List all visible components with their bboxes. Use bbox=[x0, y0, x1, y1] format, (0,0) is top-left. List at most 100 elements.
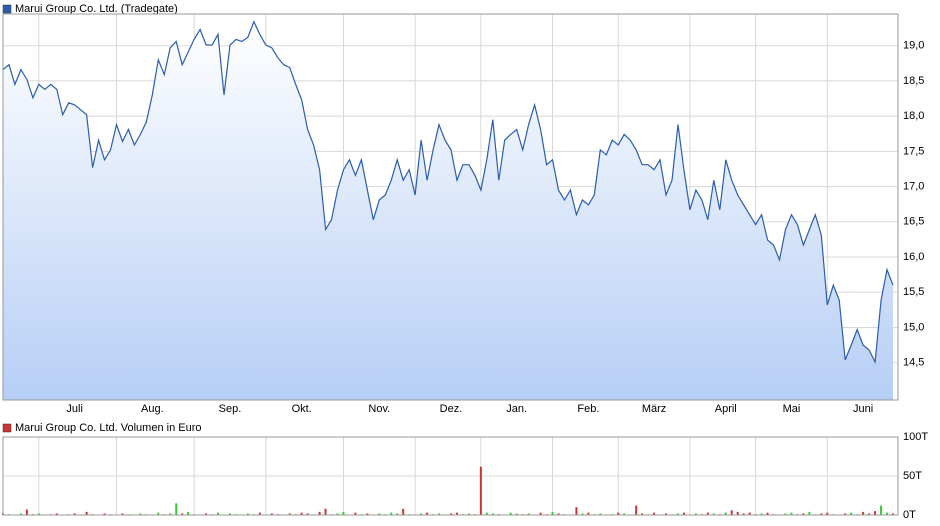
x-tick-label: Jan. bbox=[506, 403, 527, 415]
plot-frame bbox=[2, 13, 899, 401]
y-tick-label: 16,0 bbox=[903, 251, 924, 263]
x-tick-label: Aug. bbox=[141, 403, 164, 415]
volume-bar bbox=[169, 513, 172, 515]
volume-bar bbox=[706, 512, 709, 515]
volume-bar bbox=[676, 513, 679, 515]
volume-bar bbox=[402, 508, 405, 515]
volume-bar bbox=[390, 512, 393, 515]
x-tick-label: Juni bbox=[853, 403, 873, 415]
volume-bar bbox=[509, 512, 512, 515]
y-tick-label: 18,0 bbox=[903, 110, 924, 122]
volume-bar bbox=[246, 513, 249, 515]
volume-bar bbox=[103, 513, 106, 515]
volume-bar bbox=[892, 513, 894, 515]
volume-bar bbox=[336, 513, 339, 515]
volume-bar bbox=[479, 466, 482, 515]
legend-swatch bbox=[2, 4, 12, 14]
volume-bar bbox=[730, 510, 733, 515]
volume-bar bbox=[300, 512, 303, 515]
volume-bar bbox=[270, 513, 273, 515]
volume-bar bbox=[808, 511, 811, 515]
y-tick-label: 17,0 bbox=[903, 180, 924, 192]
x-tick-label: Nov. bbox=[368, 403, 390, 415]
x-tick-label: Sep. bbox=[219, 403, 242, 415]
volume-bar bbox=[617, 512, 620, 515]
volume-bar bbox=[581, 513, 584, 515]
volume-bar bbox=[886, 512, 889, 515]
volume-bar bbox=[641, 513, 644, 515]
volume-bar bbox=[55, 513, 58, 515]
volume-bar bbox=[426, 512, 429, 515]
volume-bar bbox=[712, 513, 715, 515]
x-tick-label: Okt. bbox=[292, 403, 312, 415]
volume-bar bbox=[420, 513, 423, 515]
volume-bar bbox=[187, 511, 190, 515]
volume-bar bbox=[826, 512, 829, 515]
x-tick-label: Juli bbox=[66, 403, 83, 415]
y-tick-label: 18,5 bbox=[903, 75, 924, 87]
y-tick-label: 19,0 bbox=[903, 40, 924, 52]
volume-bar bbox=[802, 513, 805, 515]
volume-bar bbox=[396, 513, 399, 515]
volume-bar bbox=[19, 513, 22, 515]
volume-bar bbox=[366, 513, 369, 515]
y-tick-label: 100T bbox=[903, 431, 928, 443]
x-tick-label: Mai bbox=[783, 403, 801, 415]
volume-bar bbox=[228, 513, 231, 515]
volume-bar bbox=[467, 513, 470, 515]
volume-bar bbox=[73, 513, 76, 515]
volume-bar bbox=[318, 511, 321, 515]
volume-bar bbox=[378, 513, 381, 515]
volume-bar bbox=[724, 512, 727, 515]
volume-bar bbox=[790, 512, 793, 515]
volume-bar bbox=[551, 511, 554, 515]
volume-bar bbox=[665, 513, 668, 515]
volume-bar bbox=[121, 513, 124, 515]
price-line bbox=[2, 20, 894, 365]
price-title: Marui Group Co. Ltd. (Tradegate) bbox=[15, 3, 178, 15]
volume-bar bbox=[258, 512, 261, 515]
volume-bar bbox=[342, 511, 345, 515]
volume-bar bbox=[635, 505, 638, 515]
volume-bar bbox=[623, 513, 626, 515]
volume-bar bbox=[181, 513, 184, 515]
volume-bar bbox=[324, 508, 327, 515]
volume-bar bbox=[354, 512, 357, 515]
x-tick-label: Dez. bbox=[440, 403, 463, 415]
y-tick-label: 17,5 bbox=[903, 145, 924, 157]
volume-bar bbox=[205, 513, 208, 515]
volume-title: Marui Group Co. Ltd. Volumen in Euro bbox=[15, 422, 201, 434]
volume-bar bbox=[539, 512, 542, 515]
volume-bar bbox=[682, 512, 685, 515]
volume-bar bbox=[527, 513, 530, 515]
x-tick-label: April bbox=[715, 403, 737, 415]
volume-bar bbox=[874, 511, 877, 515]
volume-bar bbox=[157, 512, 160, 515]
volume-bar bbox=[742, 513, 745, 515]
volume-bar bbox=[37, 513, 40, 515]
volume-bar bbox=[139, 513, 142, 515]
volume-bar bbox=[288, 513, 291, 515]
y-tick-label: 50T bbox=[903, 470, 922, 482]
y-tick-label: 15,5 bbox=[903, 286, 924, 298]
volume-bar bbox=[862, 511, 865, 515]
volume-bar bbox=[575, 507, 578, 515]
volume-bar bbox=[515, 513, 518, 515]
volume-bar bbox=[653, 512, 656, 515]
volume-bar bbox=[587, 512, 590, 515]
volume-bar bbox=[85, 511, 88, 515]
legend-swatch bbox=[2, 423, 12, 433]
volume-bar bbox=[438, 513, 441, 515]
volume-bar bbox=[760, 513, 763, 515]
volume-bar bbox=[868, 513, 871, 515]
volume-bar bbox=[491, 513, 494, 515]
volume-bar bbox=[175, 503, 178, 515]
x-tick-label: Feb. bbox=[577, 403, 599, 415]
volume-bar bbox=[736, 511, 739, 515]
volume-bar bbox=[748, 512, 751, 515]
volume-bar bbox=[455, 512, 458, 515]
volume-bar bbox=[599, 513, 602, 515]
volume-bar bbox=[557, 513, 560, 515]
y-tick-label: 15,0 bbox=[903, 321, 924, 333]
